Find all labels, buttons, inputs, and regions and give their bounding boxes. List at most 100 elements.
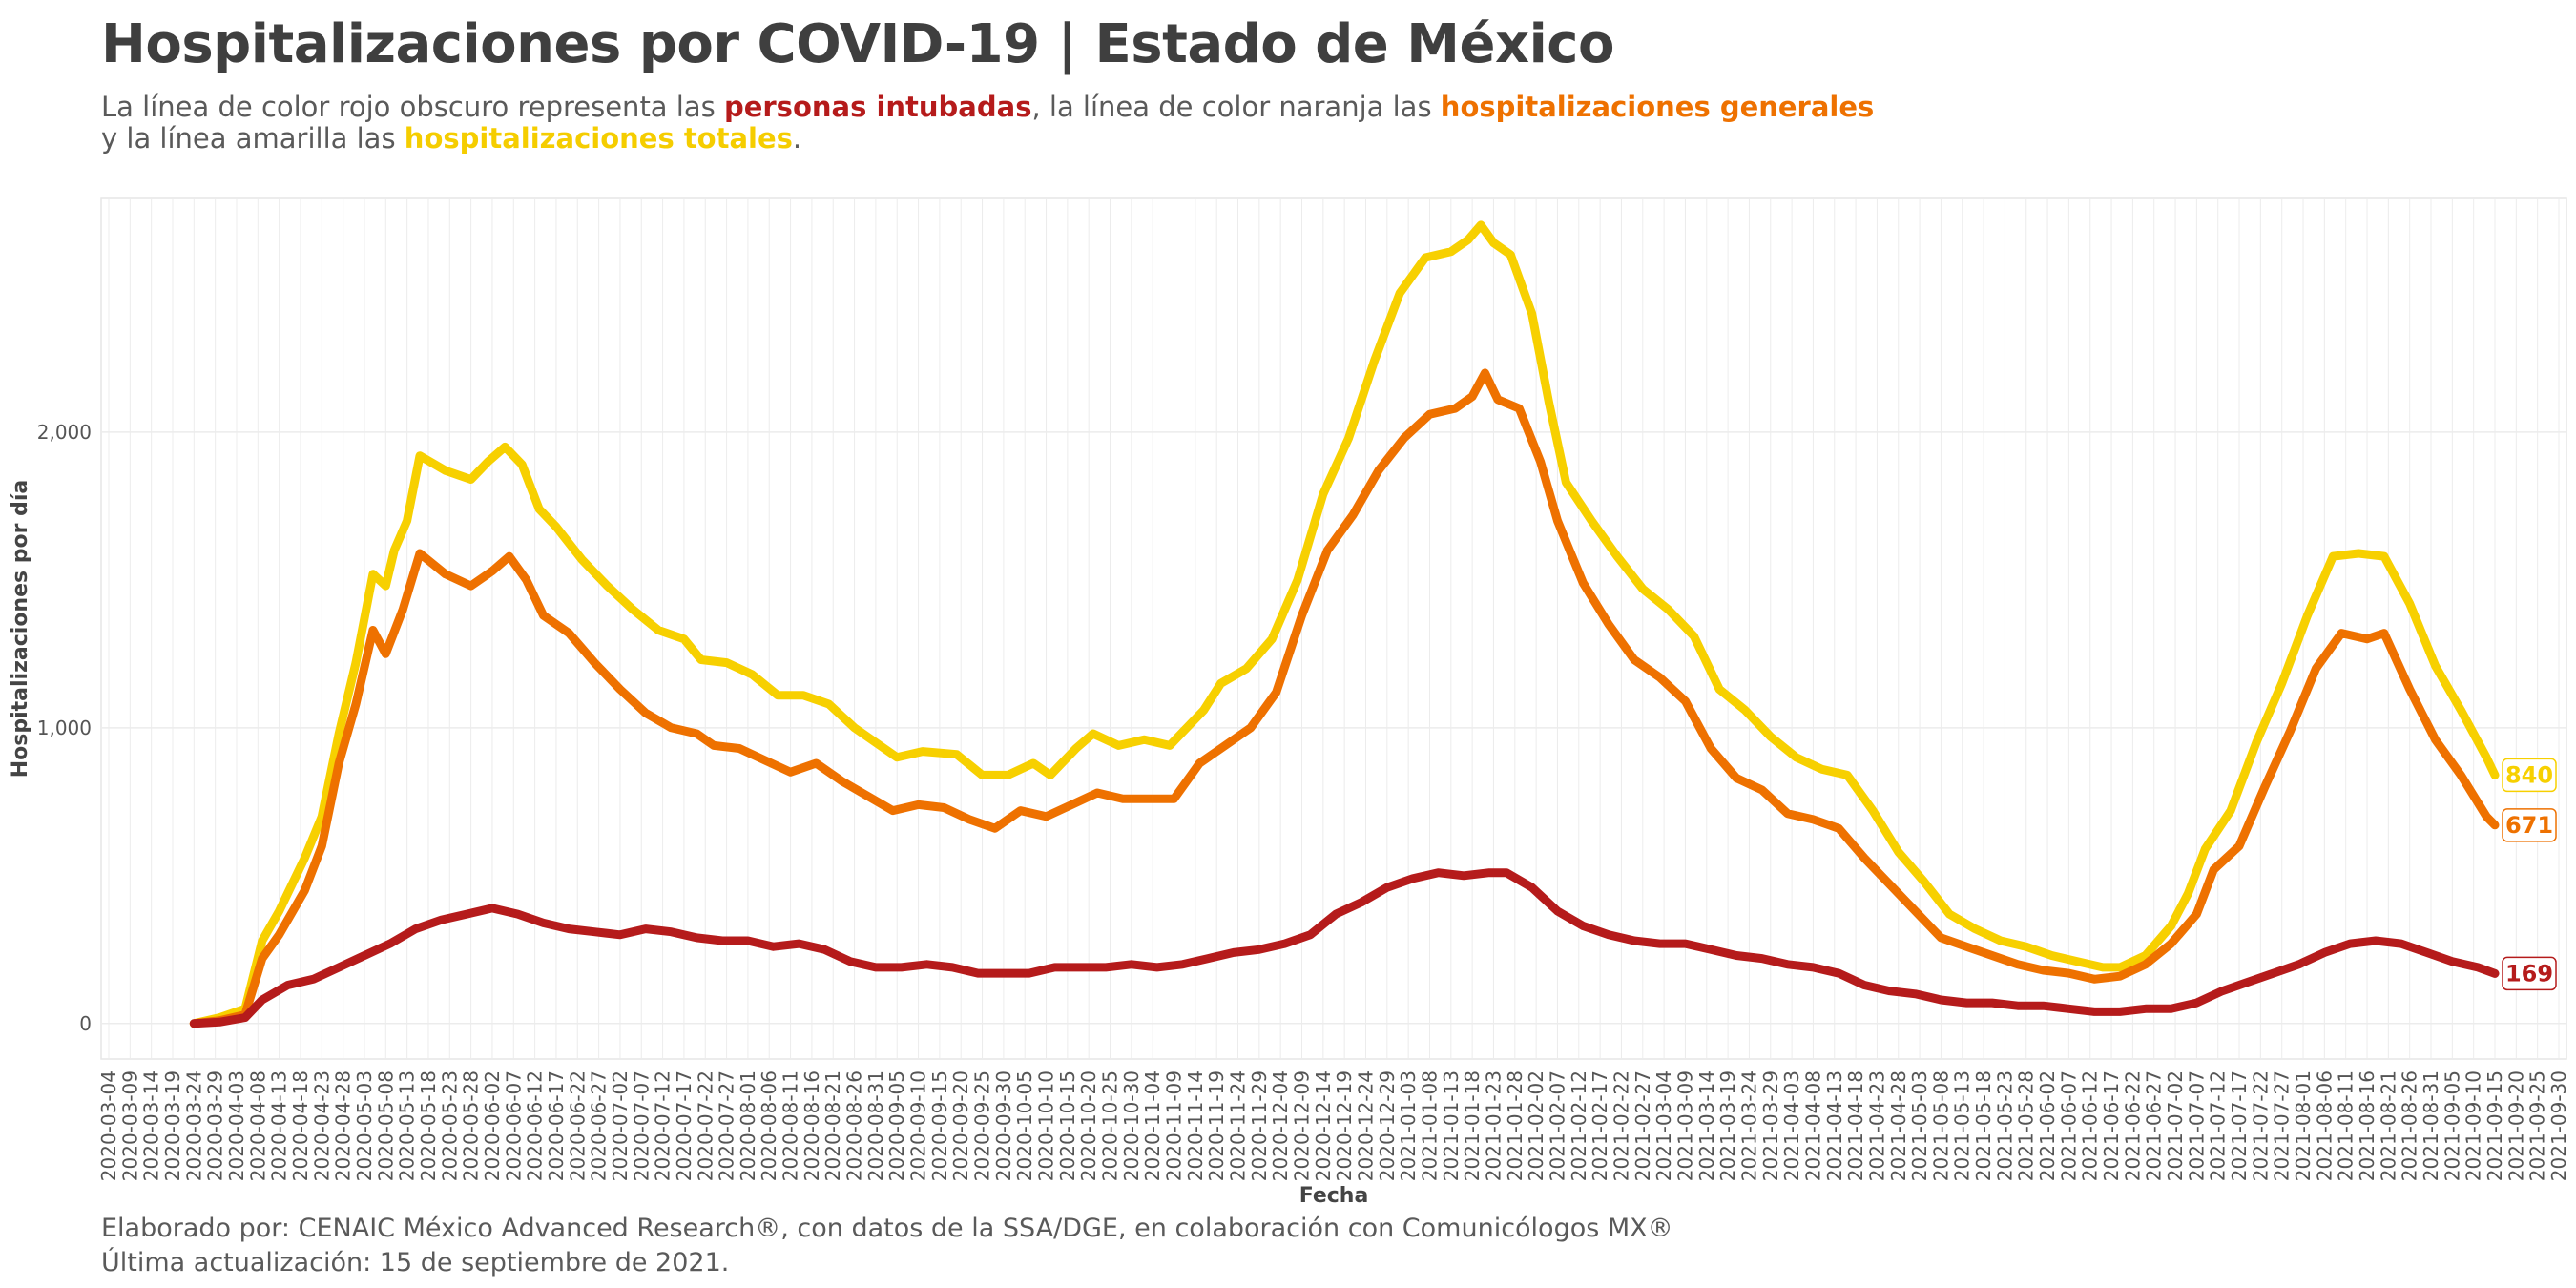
x-tick-label: 2021-02-27	[1631, 1070, 1654, 1181]
x-tick-label: 2021-01-13	[1440, 1070, 1463, 1181]
x-tick-label: 2020-04-03	[225, 1070, 248, 1181]
x-tick-label: 2020-03-14	[140, 1070, 163, 1181]
series-layer	[189, 220, 2500, 1028]
end-label-intubadas: 169	[2505, 960, 2553, 987]
end-label-box-intubadas	[2502, 956, 2557, 991]
x-tick-label: 2021-09-10	[2462, 1070, 2485, 1181]
x-tick-label: 2020-05-08	[374, 1070, 397, 1181]
subtitle-totales: hospitalizaciones totales	[404, 122, 793, 155]
x-tick-label: 2021-06-17	[2100, 1070, 2123, 1181]
x-tick-label: 2020-10-20	[1077, 1070, 1100, 1181]
x-tick-label: 2021-08-26	[2399, 1070, 2421, 1181]
end-label-totales: 840	[2505, 761, 2553, 788]
x-tick-label: 2020-04-08	[246, 1070, 269, 1181]
x-axis-title: Fecha	[1299, 1184, 1369, 1208]
x-tick-label: 2021-03-14	[1695, 1070, 1718, 1181]
x-tick-label: 2020-09-20	[949, 1070, 972, 1181]
x-tick-label: 2021-01-23	[1482, 1070, 1505, 1181]
x-tick-label: 2021-03-29	[1759, 1070, 1782, 1181]
x-tick-label: 2021-05-03	[1908, 1070, 1931, 1181]
x-tick-label: 2021-04-03	[1780, 1070, 1803, 1181]
x-tick-label: 2020-04-28	[332, 1070, 355, 1181]
x-tick-label: 2020-06-22	[566, 1070, 589, 1181]
series-line-totales	[189, 220, 2500, 1028]
x-tick-label: 2021-07-07	[2185, 1070, 2208, 1181]
x-tick-label: 2021-05-13	[1951, 1070, 1974, 1181]
x-tick-label: 2020-12-24	[1354, 1070, 1377, 1181]
x-tick-label: 2021-06-12	[2079, 1070, 2102, 1181]
x-tick-label: 2020-03-09	[118, 1070, 141, 1181]
x-tick-label: 2020-09-15	[928, 1070, 951, 1181]
x-axis: 2020-03-042020-03-092020-03-142020-03-19…	[97, 1070, 2570, 1181]
end-label-box-generales	[2502, 808, 2557, 842]
x-tick-label: 2021-04-28	[1887, 1070, 1910, 1181]
subtitle-text: La línea de color rojo obscuro represent…	[101, 91, 724, 123]
x-tick-label: 2020-08-31	[864, 1070, 887, 1181]
x-tick-label: 2020-06-12	[524, 1070, 547, 1181]
x-tick-label: 2020-07-22	[694, 1070, 717, 1181]
x-tick-label: 2020-10-15	[1056, 1070, 1079, 1181]
y-tick-label: 2,000	[37, 421, 92, 444]
x-tick-label: 2021-03-24	[1737, 1070, 1760, 1181]
subtitle-generales: hospitalizaciones generales	[1440, 91, 1875, 123]
y-tick-label: 0	[79, 1012, 92, 1035]
x-tick-label: 2021-02-12	[1568, 1070, 1590, 1181]
x-tick-label: 2020-05-23	[438, 1070, 461, 1181]
x-tick-label: 2021-06-22	[2121, 1070, 2144, 1181]
x-tick-label: 2021-09-15	[2483, 1070, 2506, 1181]
y-axis: 0 1,000 2,000	[37, 421, 92, 1035]
y-tick-label: 1,000	[37, 717, 92, 739]
x-tick-label: 2021-09-05	[2441, 1070, 2463, 1181]
x-tick-label: 2020-09-10	[907, 1070, 930, 1181]
x-tick-label: 2021-05-18	[1972, 1070, 1995, 1181]
x-tick-label: 2021-07-12	[2207, 1070, 2230, 1181]
x-tick-label: 2020-10-10	[1035, 1070, 1058, 1181]
x-tick-label: 2020-09-05	[885, 1070, 908, 1181]
end-label-box-totales	[2502, 758, 2557, 793]
x-tick-label: 2021-05-08	[1929, 1070, 1952, 1181]
x-tick-label: 2020-05-18	[417, 1070, 440, 1181]
subtitle-line-2: y la línea amarilla las hospitalizacione…	[101, 123, 1874, 155]
x-tick-label: 2020-08-21	[821, 1070, 844, 1181]
x-tick-label: 2021-03-04	[1652, 1070, 1675, 1181]
x-tick-label: 2020-04-18	[289, 1070, 312, 1181]
x-tick-label: 2021-08-16	[2356, 1070, 2379, 1181]
end-labels: 840 671 169	[2502, 758, 2557, 991]
subtitle-text: , la línea de color naranja las	[1031, 91, 1441, 123]
x-tick-label: 2020-04-23	[310, 1070, 333, 1181]
x-tick-label: 2021-03-19	[1716, 1070, 1739, 1181]
x-tick-label: 2021-07-27	[2271, 1070, 2294, 1181]
x-tick-label: 2020-10-30	[1120, 1070, 1143, 1181]
x-tick-label: 2020-08-26	[843, 1070, 866, 1181]
x-tick-label: 2021-02-07	[1546, 1070, 1568, 1181]
x-tick-label: 2020-11-04	[1141, 1070, 1164, 1181]
x-tick-label: 2020-06-27	[588, 1070, 611, 1181]
x-tick-label: 2021-09-25	[2526, 1070, 2549, 1181]
x-tick-label: 2021-07-17	[2228, 1070, 2251, 1181]
x-tick-label: 2021-01-18	[1461, 1070, 1484, 1181]
y-axis-title: Hospitalizaciones por día	[9, 480, 32, 779]
x-tick-label: 2020-07-27	[716, 1070, 738, 1181]
x-tick-label: 2021-06-27	[2143, 1070, 2166, 1181]
x-tick-label: 2021-01-08	[1418, 1070, 1441, 1181]
x-tick-label: 2020-08-06	[758, 1070, 780, 1181]
x-tick-label: 2020-09-25	[971, 1070, 994, 1181]
x-tick-label: 2021-04-18	[1844, 1070, 1867, 1181]
x-tick-label: 2020-12-04	[1269, 1070, 1292, 1181]
x-tick-label: 2020-03-24	[182, 1070, 205, 1181]
x-tick-label: 2021-08-01	[2292, 1070, 2315, 1181]
x-tick-label: 2020-08-01	[737, 1070, 759, 1181]
x-tick-label: 2021-02-02	[1525, 1070, 1548, 1181]
x-tick-label: 2020-11-09	[1163, 1070, 1186, 1181]
x-tick-label: 2021-05-28	[2015, 1070, 2038, 1181]
x-tick-label: 2020-06-07	[502, 1070, 525, 1181]
x-tick-label: 2020-05-13	[396, 1070, 419, 1181]
x-tick-label: 2021-04-13	[1823, 1070, 1846, 1181]
x-tick-label: 2020-12-14	[1312, 1070, 1335, 1181]
x-tick-label: 2020-05-03	[353, 1070, 376, 1181]
x-tick-label: 2021-03-09	[1673, 1070, 1696, 1181]
x-tick-label: 2020-05-28	[460, 1070, 483, 1181]
chart-subtitle: La línea de color rojo obscuro represent…	[101, 92, 1874, 155]
x-tick-label: 2021-04-08	[1801, 1070, 1824, 1181]
